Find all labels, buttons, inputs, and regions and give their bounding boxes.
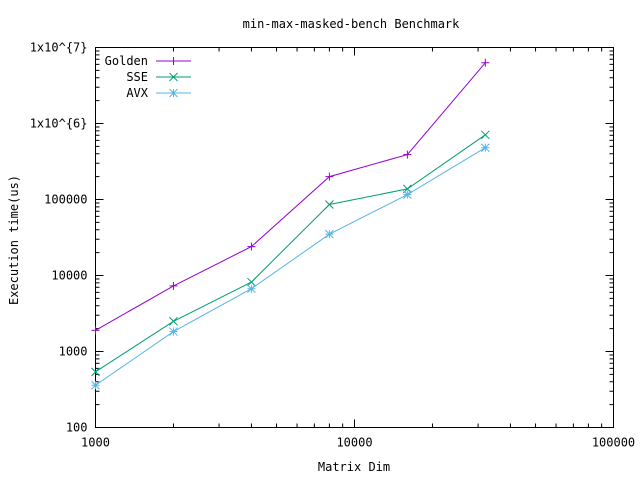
x-tick-label: 1000 [81,436,110,450]
data-point-golden [325,172,334,181]
data-point-sse [91,367,100,377]
y-axis: 100 1000 10000 100000 1x10^{6} 1x10^{7} [30,41,614,435]
y-axis-label: Execution time(us) [7,175,21,305]
data-point-golden [481,58,490,67]
data-point-golden [403,150,412,159]
data-point-avx [480,143,490,153]
data-point-sse [169,316,178,326]
series-avx [91,143,490,390]
y-tick-label: 1x10^{7} [30,41,88,55]
legend-label-golden: Golden [105,54,148,68]
series-line-avx [95,147,486,386]
data-point-golden [169,281,178,290]
data-point-avx [91,380,100,390]
series-line-golden [95,62,486,331]
x-tick-label: 100000 [592,436,635,450]
legend-marker-avx [169,88,178,98]
legend-label-sse: SSE [126,70,148,84]
plot-area-border [95,47,614,428]
x-tick-label: 10000 [336,436,372,450]
data-point-avx [325,229,334,239]
legend: Golden SSE AVX [105,54,191,100]
chart-title: min-max-masked-bench Benchmark [243,17,461,31]
data-point-golden [247,242,256,251]
data-point-avx [247,284,256,294]
data-point-golden [91,326,100,335]
y-tick-label: 100 [66,421,88,435]
data-point-sse [480,130,490,140]
series-line-sse [95,134,486,373]
y-tick-label: 100000 [44,193,87,207]
legend-marker-sse [169,72,178,82]
legend-label-avx: AVX [126,86,148,100]
data-point-avx [403,190,412,199]
data-point-avx [169,327,178,336]
x-axis: 1000 10000 100000 [81,47,635,450]
data-point-sse [325,200,334,209]
x-axis-label: Matrix Dim [318,460,390,474]
y-tick-label: 1000 [59,345,88,359]
series-layer [91,58,490,390]
data-point-sse [247,277,256,287]
y-tick-label: 10000 [51,269,87,283]
legend-marker-golden [169,57,178,65]
series-golden [91,58,490,335]
series-sse [91,130,490,377]
y-tick-label: 1x10^{6} [30,117,88,131]
